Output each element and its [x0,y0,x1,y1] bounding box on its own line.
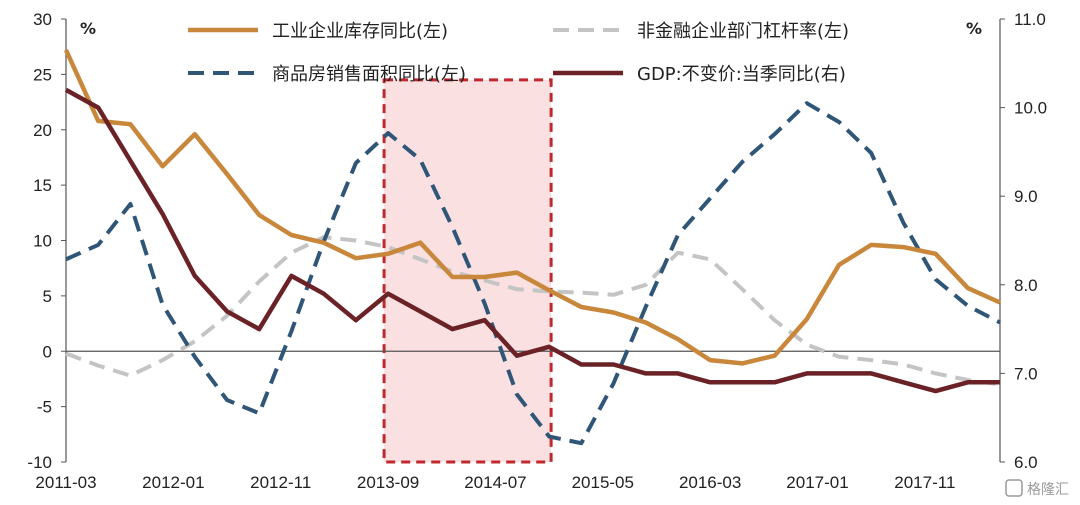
right-tick-label: 11.0 [1014,10,1046,29]
x-tick-label: 2015-05 [572,473,634,492]
series-line [65,235,1001,387]
watermark: 格隆汇 [1005,479,1069,498]
legend-label: 工业企业库存同比(左) [272,21,448,42]
left-tick-label: -5 [37,398,52,417]
right-tick-label: 8.0 [1014,276,1038,295]
series-line [64,87,1000,394]
left-tick-label: 10 [33,232,52,251]
left-tick-label: 20 [33,121,52,140]
series-line [63,49,1001,366]
legend-label: 商品房销售面积同比(左) [272,64,466,85]
left-tick-label: 15 [33,176,52,195]
legend: 工业企业库存同比(左) 非金融企业部门杠杆率(左) 商品房销售面积同比(左) GDP:… [188,21,849,85]
left-axis-unit: % [80,19,96,38]
x-tick-label: 2012-11 [250,473,311,492]
x-tick-label: 2017-01 [786,473,848,492]
x-tick-label: 2012-01 [142,473,204,492]
watermark-text: 格隆汇 [1027,482,1069,498]
watermark-icon [1005,479,1023,497]
x-tick-label: 2013-09 [357,473,419,492]
left-tick-label: 0 [43,342,52,361]
legend-label: GDP:不变价:当季同比(右) [637,64,846,85]
legend-label: 非金融企业部门杠杆率(左) [637,21,849,42]
right-tick-label: 10.0 [1014,99,1047,118]
x-tick-label: 2017-11 [894,473,955,492]
highlight-region [382,78,553,464]
axes: 30 25 20 15 10 5 0 -5 -10 11.0 10.0 9.0 8.0 7.0 6.0 201… [27,10,1047,492]
right-axis-unit: % [966,19,982,38]
left-tick-label: -10 [27,453,52,472]
right-tick-label: 9.0 [1014,187,1038,206]
left-tick-label: 25 [33,65,52,84]
left-tick-label: 5 [43,287,52,306]
series-layer [63,49,1001,446]
x-tick-label: 2014-07 [464,473,526,492]
right-tick-label: 7.0 [1014,364,1038,383]
series-line [65,101,1001,446]
x-tick-label: 2011-03 [35,473,96,492]
x-tick-label: 2016-03 [679,473,741,492]
right-tick-label: 6.0 [1014,453,1038,472]
left-tick-label: 30 [33,10,52,29]
